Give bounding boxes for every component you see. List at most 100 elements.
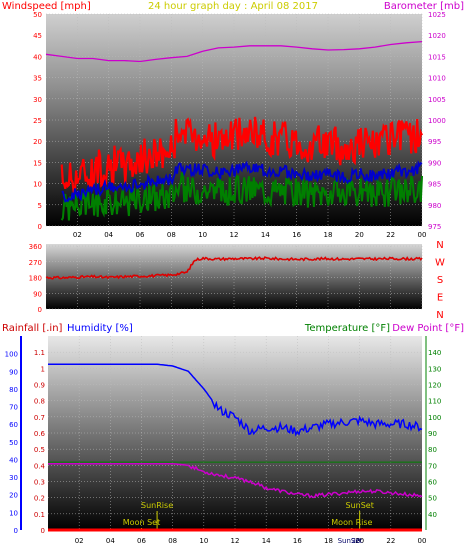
- windspeed-line: [60, 116, 423, 197]
- wind-gust-line: [61, 159, 423, 203]
- compass-label: S: [437, 275, 443, 286]
- barometer-tick-label: 1010: [428, 75, 446, 83]
- wind-time-tick-label: 04: [104, 231, 113, 239]
- dew-point-line: [48, 462, 423, 499]
- humidity-time-tick-label: 14: [262, 537, 271, 545]
- wind-time-tick-label: 10: [198, 231, 207, 239]
- compass-label: N: [436, 310, 443, 321]
- humidity-time-tick-label: 18: [324, 537, 333, 545]
- temperature-tick-label: 90: [428, 430, 437, 438]
- wind-time-tick-label: 14: [261, 231, 270, 239]
- direction-line: [45, 256, 423, 280]
- rainfall-tick-label: 0.5: [34, 446, 45, 454]
- barometer-tick-label: 1015: [428, 53, 446, 61]
- humidity-tick-label: 60: [9, 421, 18, 429]
- direction-tick-label: 360: [29, 243, 42, 251]
- windspeed-tick-label: 0: [38, 223, 42, 231]
- temperature-tick-label: 100: [428, 414, 441, 422]
- windspeed-tick-label: 25: [33, 117, 42, 125]
- windspeed-tick-label: 35: [33, 75, 42, 83]
- temperature-tick-label: 50: [428, 495, 437, 503]
- rainfall-tick-label: 0.8: [34, 398, 45, 406]
- humidity-time-tick-label: 22: [386, 537, 395, 545]
- windspeed-tick-label: 45: [33, 32, 42, 40]
- compass-label: E: [437, 293, 443, 304]
- rainfall-tick-label: 0.2: [34, 495, 45, 503]
- windspeed-tick-label: 40: [33, 53, 42, 61]
- humidity-tick-label: 30: [9, 474, 18, 482]
- temperature-tick-label: 40: [428, 511, 437, 519]
- rainfall-tick-label: 0.4: [34, 462, 46, 470]
- barometer-tick-label: 980: [428, 202, 441, 210]
- windspeed-tick-label: 10: [33, 181, 42, 189]
- humidity-time-tick-label: 12: [231, 537, 240, 545]
- barometer-axis: 975 980 985 990 995 1000 1005 1010 1015 1020 1025: [428, 11, 446, 231]
- wind-time-tick-label: 00: [418, 231, 427, 239]
- windspeed-axis: 0 5 10 15 20 25 30 35 40 45 50: [33, 11, 42, 231]
- direction-series: [45, 256, 423, 280]
- humidity-axis: 0 10 20 30 40 50 60 70 80 90 100: [5, 336, 22, 535]
- barometer-tick-label: 975: [428, 223, 441, 231]
- humidity-time-tick-label: 20: [355, 537, 364, 545]
- wind-grid: [46, 13, 423, 227]
- sunset-bottom-label: SunSet: [338, 537, 363, 545]
- wind-time-tick-label: 02: [73, 231, 82, 239]
- temperature-tick-label: 60: [428, 479, 437, 487]
- temperature-tick-label: 120: [428, 382, 441, 390]
- windspeed-tick-label: 15: [33, 159, 42, 167]
- humidity-tick-label: 90: [9, 368, 18, 376]
- rainfall-tick-label: 0.1: [34, 511, 45, 519]
- direction-tick-label: 270: [29, 259, 42, 267]
- barometer-tick-label: 1025: [428, 11, 446, 19]
- wind-time-axis: 02 04 06 08 10 12 14 16 18 20 22 00: [73, 231, 427, 239]
- event-label: SunRise: [141, 501, 173, 510]
- direction-tick-label: 0: [38, 306, 42, 314]
- dew-point-title: Dew Point [°F]: [392, 323, 464, 334]
- wind-time-tick-label: 06: [136, 231, 145, 239]
- event-label: SunSet: [345, 501, 373, 510]
- temperature-tick-label: 110: [428, 398, 441, 406]
- humidity-tick-label: 20: [9, 492, 18, 500]
- humidity-time-tick-label: 08: [168, 537, 177, 545]
- compass-label: N: [436, 240, 443, 251]
- humidity-time-tick-label: 04: [106, 537, 115, 545]
- rainfall-axis: 0 0.1 0.2 0.3 0.4 0.5 0.6 0.7 0.8 0.9 1 1.1: [34, 349, 46, 535]
- wind-time-tick-label: 12: [230, 231, 239, 239]
- wind-time-tick-label: 08: [167, 231, 176, 239]
- humidity-tick-label: 10: [9, 509, 18, 517]
- compass-label: W: [435, 258, 445, 269]
- sunset-bottom-label: 20: [352, 537, 361, 545]
- humidity-tick-label: 0: [14, 527, 18, 535]
- humidity-time-tick-label: 00: [418, 537, 427, 545]
- event-label: Moon Set: [123, 518, 160, 527]
- humidity-tick-label: 40: [9, 456, 18, 464]
- windspeed-tick-label: 5: [38, 202, 42, 210]
- temperature-tick-label: 130: [428, 365, 441, 373]
- direction-tick-label: 180: [29, 275, 42, 283]
- humidity-time-tick-label: 02: [75, 537, 84, 545]
- wind-time-tick-label: 18: [324, 231, 333, 239]
- humidity-title: Humidity [%]: [67, 323, 133, 334]
- windspeed-tick-label: 30: [33, 96, 42, 104]
- temperature-title: Temperature [°F]: [304, 323, 390, 334]
- humidity-line: [48, 363, 423, 437]
- humidity-tick-label: 50: [9, 439, 18, 447]
- humidity-tick-label: 100: [5, 351, 18, 359]
- event-label: Moon Rise: [331, 518, 372, 527]
- wind-series: [45, 40, 423, 221]
- barometer-tick-label: 1020: [428, 32, 446, 40]
- humidity-time-tick-label: 10: [199, 537, 208, 545]
- humidity-time-tick-label: 16: [293, 537, 302, 545]
- barometer-tick-label: 995: [428, 138, 441, 146]
- humidity-time-tick-label: 06: [137, 537, 146, 545]
- temperature-tick-label: 140: [428, 349, 441, 357]
- rainfall-tick-label: 0.9: [34, 382, 45, 390]
- humidity-tick-label: 80: [9, 386, 18, 394]
- temperature-tick-label: 80: [428, 446, 437, 454]
- wind-time-tick-label: 22: [386, 231, 395, 239]
- wind-time-tick-label: 20: [355, 231, 364, 239]
- rainfall-tick-label: 0.7: [34, 414, 45, 422]
